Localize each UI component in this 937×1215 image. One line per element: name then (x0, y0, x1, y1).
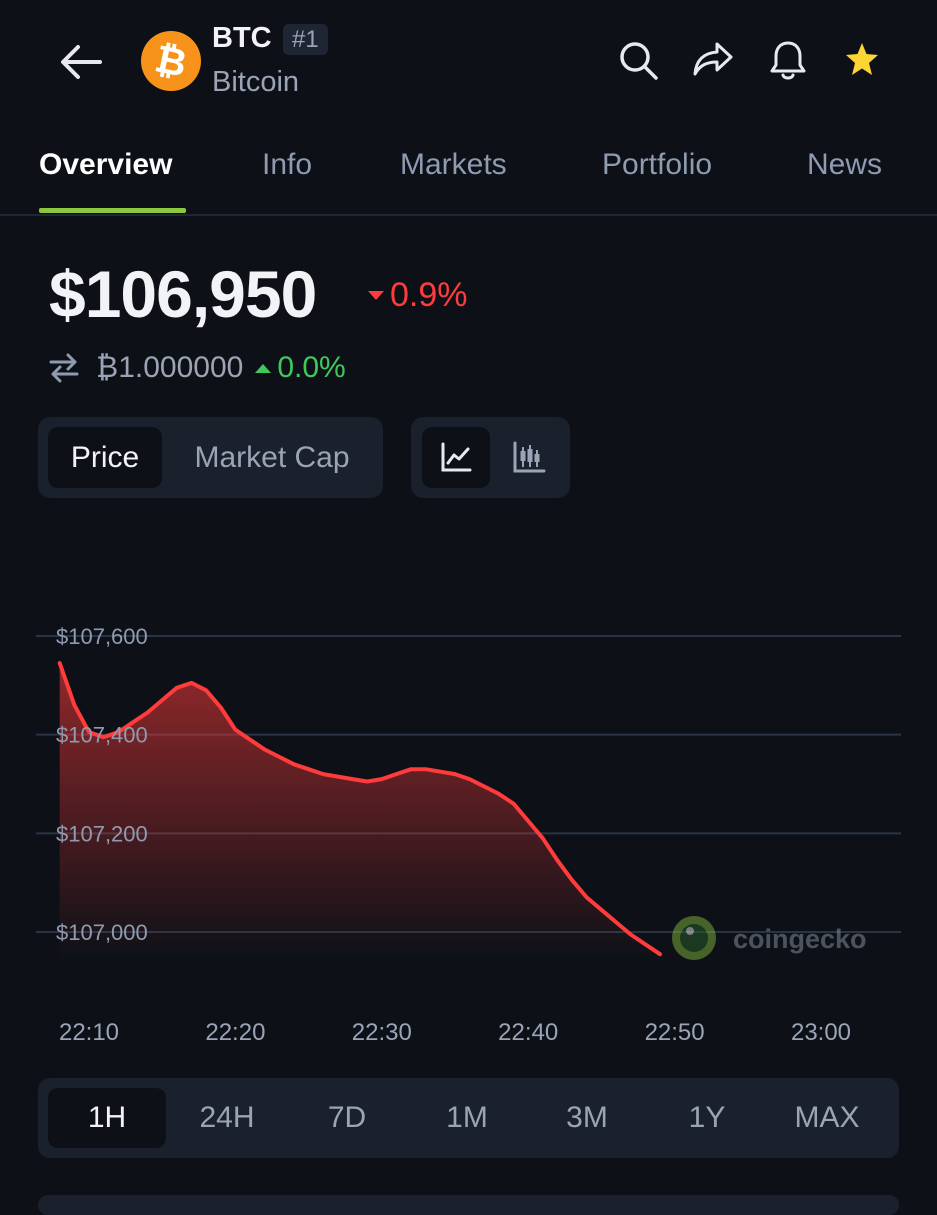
x-axis-label: 22:20 (205, 1019, 265, 1046)
search-button[interactable] (616, 38, 660, 82)
x-axis-label: 22:40 (498, 1019, 558, 1046)
candlestick-chart-icon (513, 441, 546, 473)
range-1h[interactable]: 1H (48, 1088, 166, 1148)
coin-symbol: BTC (212, 22, 272, 54)
price-area-fill (59, 663, 660, 960)
y-axis-label: $107,200 (56, 821, 148, 846)
caret-down-icon (368, 291, 384, 300)
coin-header: ₿ BTC #1 Bitcoin (0, 0, 937, 120)
tab-info[interactable]: Info (262, 148, 313, 181)
coin-name: Bitcoin (212, 66, 300, 98)
price-toggle[interactable]: Price (48, 427, 162, 488)
tab-news[interactable]: News (807, 148, 883, 181)
back-button[interactable] (56, 40, 104, 84)
tab-markets[interactable]: Markets (400, 148, 507, 181)
coingecko-watermark: coingecko (672, 916, 867, 960)
rank-badge: #1 (283, 24, 328, 55)
btc-change-value: 0.0% (277, 351, 346, 384)
coin-tabs: Overview Info Markets Portfolio News (0, 140, 937, 216)
chart-type-toggle (411, 417, 570, 498)
swap-icon (49, 353, 79, 383)
x-axis-label: 22:50 (645, 1019, 705, 1046)
range-24h[interactable]: 24H (199, 1101, 255, 1134)
candlestick-chart-button[interactable] (495, 427, 563, 488)
x-axis-label: 22:10 (59, 1019, 119, 1046)
range-3m[interactable]: 3M (566, 1101, 608, 1134)
alert-button[interactable] (766, 38, 810, 82)
active-tab-indicator (39, 208, 186, 213)
tab-portfolio[interactable]: Portfolio (602, 148, 713, 181)
x-axis-label: 22:30 (352, 1019, 412, 1046)
range-7d[interactable]: 7D (327, 1101, 367, 1134)
share-icon (693, 42, 733, 76)
svg-text:₿: ₿ (151, 38, 190, 86)
favorite-button[interactable] (840, 38, 884, 82)
y-axis-label: $107,600 (56, 624, 148, 649)
search-icon (620, 42, 658, 80)
range-1m[interactable]: 1M (446, 1101, 488, 1134)
tab-overview[interactable]: Overview (39, 148, 173, 181)
range-max[interactable]: MAX (794, 1101, 860, 1134)
line-chart-icon (441, 442, 472, 472)
x-axis-label: 23:00 (791, 1019, 851, 1046)
market-cap-toggle[interactable]: Market Cap (194, 441, 350, 474)
price-change-value: 0.9% (390, 276, 468, 314)
range-1y[interactable]: 1Y (688, 1101, 726, 1134)
line-chart-button[interactable] (422, 427, 490, 488)
bell-icon (770, 41, 806, 80)
btc-logo: ₿ (141, 31, 201, 91)
btc-change: 0.0% (255, 351, 346, 385)
y-axis-label: $107,000 (56, 920, 148, 945)
back-arrow-icon (61, 45, 102, 79)
next-section-card (38, 1195, 899, 1215)
caret-up-icon (255, 363, 272, 373)
price-change: 0.9% (368, 276, 468, 315)
price-chart[interactable]: $107,600 $107,400 $107,200 $107,000 22:10 22… (0, 600, 937, 1060)
svg-text:coingecko: coingecko (733, 924, 867, 954)
time-range-selector: 1H 24H 7D 1M 3M 1Y MAX (38, 1078, 899, 1158)
btc-price-row: ₿1.000000 0.0% (48, 348, 346, 388)
y-axis-label: $107,400 (56, 723, 148, 748)
price-line (57, 661, 662, 957)
current-price: $106,950 (49, 257, 317, 331)
metric-toggle: Price Market Cap (38, 417, 383, 498)
share-button[interactable] (691, 38, 735, 82)
star-icon (846, 43, 878, 75)
btc-price: ₿1.000000 (96, 351, 244, 384)
